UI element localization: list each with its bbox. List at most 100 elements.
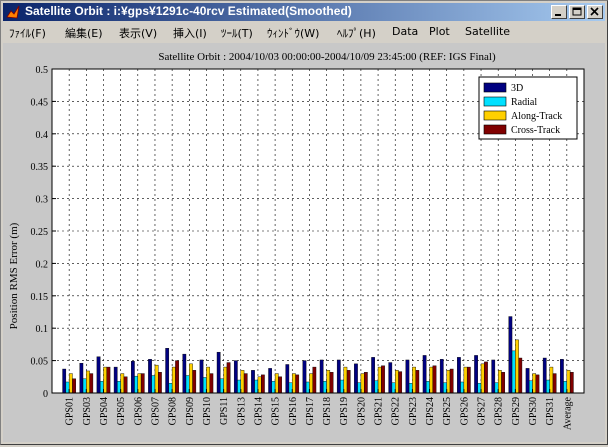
- bar-3d-average: [560, 359, 564, 394]
- bar-3d-gps29: [508, 316, 513, 394]
- bar-cross-track-gps15: [278, 376, 282, 394]
- y-axis-label: Position RMS Error (m): [8, 222, 20, 329]
- bar-cross-track-gps26: [466, 366, 471, 394]
- bar-along-track-gps09: [189, 363, 193, 394]
- minimize-button[interactable]: [551, 5, 567, 19]
- menu-view[interactable]: 表示(V): [119, 27, 158, 40]
- x-tick-label: GPS18: [322, 397, 333, 425]
- close-button[interactable]: [587, 5, 603, 19]
- x-tick-label: GPS22: [391, 397, 402, 425]
- x-tick-label: GPS24: [425, 397, 436, 425]
- bar-3d-gps10: [199, 359, 204, 394]
- bar-cross-track-gps10: [209, 373, 214, 394]
- x-tick-label: GPS13: [236, 397, 247, 425]
- figure-canvas: Satellite Orbit : 2004/10/03 00:00:00-20…: [3, 43, 605, 442]
- bar-cross-track-gps14: [261, 374, 265, 394]
- legend-label: 3D: [511, 83, 523, 94]
- menu-insert[interactable]: 挿入(I): [173, 27, 207, 40]
- y-tick-label: 0.1: [36, 324, 49, 335]
- y-tick-label: 0.2: [36, 259, 49, 270]
- x-tick-label: GPS30: [528, 397, 539, 425]
- bar-cross-track-gps01: [72, 378, 76, 394]
- x-tick-label: GPS09: [185, 397, 196, 425]
- menu-edit[interactable]: 編集(E): [65, 27, 103, 40]
- bar-cross-track-gps04: [106, 366, 111, 394]
- bar-3d-gps27: [474, 355, 478, 394]
- bar-series: [51, 68, 585, 394]
- x-tick-label: GPS23: [408, 397, 419, 425]
- x-tick-label: GPS05: [116, 397, 127, 425]
- y-tick-label: 0.15: [31, 292, 49, 303]
- menu-plot[interactable]: Plot: [429, 25, 450, 38]
- x-tick-label: GPS07: [150, 397, 161, 425]
- bar-cross-track-gps30: [535, 374, 540, 394]
- bar-3d-gps13: [233, 360, 238, 394]
- y-tick-label: 0.3: [36, 195, 49, 206]
- x-tick-label: GPS27: [477, 397, 488, 425]
- bar-cross-track-gps23: [415, 370, 420, 394]
- y-tick-label: 0.25: [31, 227, 49, 238]
- bar-cross-track-gps29: [518, 357, 523, 394]
- bar-cross-track-gps24: [432, 365, 437, 394]
- x-tick-label: GPS26: [459, 397, 470, 425]
- bar-along-track-gps27: [480, 363, 485, 394]
- legend-swatch: [483, 82, 507, 93]
- bar-cross-track-gps09: [192, 370, 197, 394]
- y-tick-label: 0.35: [31, 162, 49, 173]
- bar-3d-gps19: [336, 359, 341, 394]
- maximize-icon: [572, 7, 582, 16]
- bar-3d-gps01: [62, 368, 67, 394]
- bar-3d-gps28: [491, 359, 496, 394]
- maximize-button[interactable]: [569, 5, 585, 19]
- x-tick-label: GPS04: [99, 397, 110, 425]
- bar-cross-track-gps20: [364, 372, 368, 394]
- bar-cross-track-gps16: [295, 374, 300, 394]
- menu-tools[interactable]: ﾂｰﾙ(T): [221, 27, 253, 40]
- x-tick-label: GPS20: [356, 397, 367, 425]
- bar-cross-track-gps31: [552, 373, 557, 394]
- legend-label: Radial: [511, 97, 537, 108]
- bar-cross-track-gps03: [89, 373, 94, 394]
- x-tick-label: GPS08: [168, 397, 179, 425]
- bar-cross-track-gps07: [158, 372, 162, 394]
- minimize-icon: [555, 14, 561, 16]
- x-tick-label: GPS01: [65, 397, 76, 425]
- bar-3d-gps21: [371, 357, 375, 394]
- x-axis-ticks: GPS01 GPS03 GPS04 GPS05 GPS06 GPS07 GPS08 GPS09…: [65, 389, 573, 430]
- x-tick-label: GPS16: [288, 397, 299, 425]
- bar-3d-gps26: [457, 357, 461, 394]
- bar-cross-track-gps05: [123, 376, 128, 394]
- menu-bar: ﾌｧｲﾙ(F) 編集(E) 表示(V) 挿入(I) ﾂｰﾙ(T) ｳｨﾝﾄﾞｳ(…: [3, 22, 605, 41]
- legend-label: Along-Track: [511, 111, 562, 122]
- x-tick-label: GPS25: [442, 397, 453, 425]
- title-bar[interactable]: Satellite Orbit : i:¥gps¥1291c-40rcv Est…: [3, 3, 605, 21]
- bar-cross-track-gps11: [226, 362, 231, 394]
- menu-file[interactable]: ﾌｧｲﾙ(F): [9, 27, 46, 40]
- y-tick-label: 0.45: [31, 97, 49, 108]
- bar-3d-gps24: [422, 355, 427, 394]
- bar-3d-gps20: [354, 363, 358, 394]
- menu-satellite[interactable]: Satellite: [465, 25, 511, 38]
- x-tick-label: GPS15: [271, 397, 282, 425]
- menu-data[interactable]: Data: [392, 25, 419, 38]
- window-title: Satellite Orbit : i:¥gps¥1291c-40rcv Est…: [25, 4, 352, 18]
- y-tick-label: 0.5: [36, 65, 49, 76]
- x-tick-label: GPS21: [374, 397, 385, 425]
- legend: 3D Radial Along-Track Cross-Track: [478, 76, 578, 140]
- bar-3d-gps14: [251, 370, 255, 394]
- bar-cross-track-gps08: [175, 360, 179, 394]
- menu-help[interactable]: ﾍﾙﾌﾟ(H): [337, 27, 376, 40]
- bar-along-track-gps29: [515, 339, 519, 394]
- x-tick-label: GPS10: [202, 397, 213, 425]
- bar-3d-gps07: [148, 359, 152, 394]
- bar-3d-gps03: [79, 362, 84, 394]
- bar-3d-gps08: [165, 348, 170, 394]
- bar-cross-track-average: [569, 372, 574, 394]
- bar-cross-track-gps19: [346, 370, 351, 394]
- chart-title: Satellite Orbit : 2004/10/03 00:00:00-20…: [158, 51, 496, 63]
- rms-error-bar-chart: Satellite Orbit : 2004/10/03 00:00:00-20…: [8, 51, 585, 430]
- legend-swatch: [483, 110, 507, 121]
- bar-3d-gps04: [96, 356, 101, 394]
- menu-window[interactable]: ｳｨﾝﾄﾞｳ(W): [267, 27, 320, 40]
